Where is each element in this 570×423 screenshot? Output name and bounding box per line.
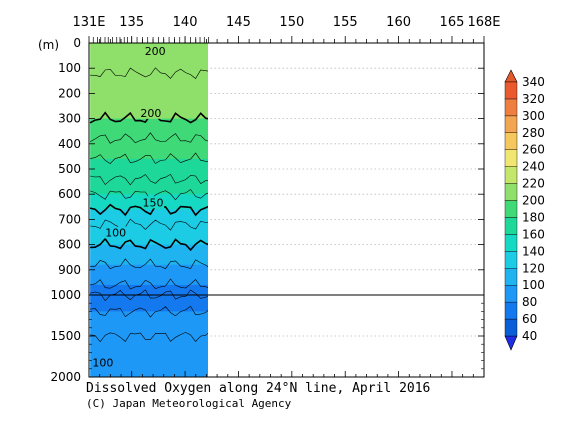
colorbar-label: 340 <box>522 75 545 89</box>
y-tick-label: 2000 <box>50 370 81 384</box>
colorbar-label: 140 <box>522 244 545 258</box>
x-tick-label: 140 <box>173 15 198 30</box>
contour-line <box>90 332 208 343</box>
colorbar-segment <box>504 132 518 150</box>
colorbar-segment <box>504 81 518 100</box>
contour-label-bg <box>104 226 127 239</box>
contour-labels: 200 200 150 100 100 <box>91 45 167 370</box>
colorbar-label: 40 <box>522 329 537 343</box>
x-tick-label: 155 <box>333 15 358 30</box>
colorbar-label: 180 <box>522 210 545 224</box>
x-tick-label: 168E <box>467 15 500 30</box>
y-axis-unit: (m) <box>38 38 59 52</box>
colorbar-segment <box>504 149 518 167</box>
contour-label: 100 <box>105 227 126 240</box>
colorbar-segment <box>504 285 518 303</box>
colorbar: 40 60 80 100 120 140 160 180 200 220 240 260 280 300 3… <box>504 69 545 351</box>
depth-band <box>90 244 208 266</box>
depth-band <box>90 158 208 180</box>
gridlines <box>210 67 484 337</box>
colorbar-label: 160 <box>522 227 545 241</box>
x-tick-label: 131E <box>72 15 105 30</box>
colorbar-label: 80 <box>522 295 537 309</box>
contour-line <box>90 67 208 79</box>
contour-label: 200 <box>145 45 166 58</box>
contour-label-bg <box>144 45 167 58</box>
x-axis-ticks: 131E 135 140 145 150 155 160 165 168E <box>72 15 501 377</box>
contour-label-bg <box>139 106 162 119</box>
contour-line <box>90 305 208 318</box>
data-area <box>90 43 208 377</box>
colorbar-label: 320 <box>522 92 545 106</box>
colorbar-segment <box>504 166 518 184</box>
contour-line <box>89 203 208 217</box>
depth-band <box>90 118 208 140</box>
y-tick-label: 100 <box>58 61 81 75</box>
depth-band <box>90 284 208 296</box>
contour-line <box>89 132 208 144</box>
depth-band <box>90 264 208 286</box>
contour-line <box>90 237 208 252</box>
colorbar-segment <box>504 217 518 235</box>
x-tick-label: 135 <box>119 15 144 30</box>
y-tick-label: 0 <box>73 36 81 50</box>
depth-band <box>90 138 208 160</box>
colorbar-segment <box>504 234 518 252</box>
contour-line <box>90 258 208 270</box>
contour-line <box>90 152 208 164</box>
colorbar-label: 100 <box>522 278 545 292</box>
depth-band <box>90 336 208 377</box>
contour-line <box>90 218 208 231</box>
y-tick-label: 800 <box>58 238 81 252</box>
credit-text: (C) Japan Meteorological Agency <box>86 397 292 410</box>
colorbar-label: 60 <box>522 312 537 326</box>
colorbar-label: 220 <box>522 177 545 191</box>
y-tick-label: 900 <box>58 263 81 277</box>
colorbar-segment <box>504 301 518 320</box>
contour-label: 150 <box>143 196 164 209</box>
y-axis-ticks: 0 100 200 300 400 500 600 700 800 900 1000 1500 2000 <box>50 36 484 384</box>
x-tick-label: 145 <box>226 15 251 30</box>
colorbar-segment <box>504 183 518 201</box>
colorbar-label: 200 <box>522 194 545 208</box>
contour-label-bg <box>91 356 114 369</box>
y-tick-label: 1000 <box>50 288 81 302</box>
contour-line <box>90 173 208 186</box>
colorbar-segment <box>504 98 518 117</box>
y-tick-label: 700 <box>58 212 81 226</box>
contour-label-bg <box>142 196 165 209</box>
contour-line <box>90 278 208 290</box>
depth-band <box>90 295 208 312</box>
x-tick-label: 150 <box>279 15 304 30</box>
y-tick-label: 400 <box>58 137 81 151</box>
contour-label: 200 <box>140 107 161 120</box>
colorbar-segment <box>504 268 518 286</box>
depth-band <box>90 209 208 226</box>
contour-label: 100 <box>92 357 113 370</box>
chart-title: Dissolved Oxygen along 24°N line, April … <box>86 381 430 396</box>
y-tick-label: 200 <box>58 86 81 100</box>
colorbar-label: 300 <box>522 109 545 123</box>
colorbar-segment <box>504 200 518 218</box>
colorbar-segment <box>504 251 518 269</box>
depth-band <box>90 311 208 337</box>
x-tick-label: 160 <box>386 15 411 30</box>
y-tick-label: 1500 <box>50 329 81 343</box>
x-tick-label: 165 <box>440 15 465 30</box>
colorbar-label: 280 <box>522 126 545 140</box>
colorbar-label: 240 <box>522 160 545 174</box>
colorbar-label: 260 <box>522 143 545 157</box>
colorbar-label: 120 <box>522 261 545 275</box>
colorbar-segment <box>504 115 518 134</box>
depth-band <box>90 179 208 195</box>
y-tick-label: 600 <box>58 187 81 201</box>
plot-frame <box>88 42 485 378</box>
y-tick-label: 300 <box>58 112 81 126</box>
y-tick-label: 500 <box>58 162 81 176</box>
colorbar-segment <box>504 318 518 337</box>
